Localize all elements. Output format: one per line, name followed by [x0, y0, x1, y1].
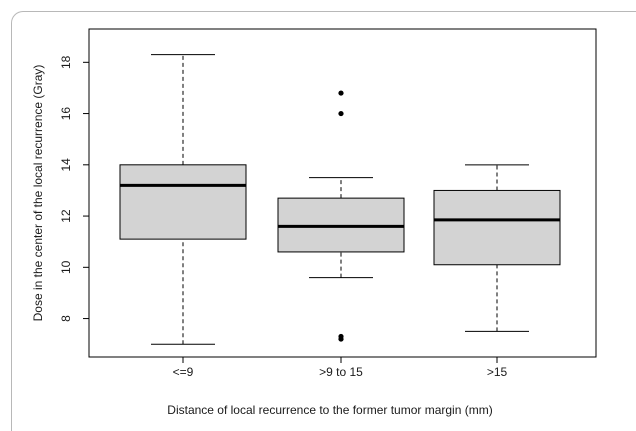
x-axis: <=9 >9 to 15 >15	[173, 357, 508, 379]
iqr-box	[433, 189, 561, 266]
y-tick-label: 16	[59, 107, 73, 121]
y-tick-label: 12	[59, 209, 73, 223]
outlier-point	[338, 90, 344, 96]
y-axis: 8 10 12 14 16 18	[59, 55, 89, 322]
box-group	[277, 90, 405, 342]
iqr-box	[119, 164, 247, 240]
x-tick-label: >15	[487, 365, 508, 379]
outlier-point	[338, 336, 344, 342]
boxplot-chart: 8 10 12 14 16 18 <=9 >9 to 15 >15 Dose in the c…	[31, 28, 597, 417]
y-axis-label: Dose in the center of the local recurren…	[31, 65, 45, 322]
y-tick-label: 14	[59, 158, 73, 172]
x-tick-label: <=9	[173, 365, 194, 379]
y-tick-label: 8	[59, 315, 73, 322]
x-tick-label: >9 to 15	[319, 365, 363, 379]
x-axis-label: Distance of local recurrence to the form…	[167, 403, 492, 417]
outlier-point	[338, 110, 344, 117]
figure-frame	[11, 11, 636, 431]
y-tick-label: 10	[59, 260, 73, 274]
box-group	[119, 54, 247, 345]
box-group	[433, 164, 561, 332]
boxes	[119, 54, 561, 345]
y-tick-label: 18	[59, 55, 73, 69]
plot-area	[88, 28, 597, 358]
